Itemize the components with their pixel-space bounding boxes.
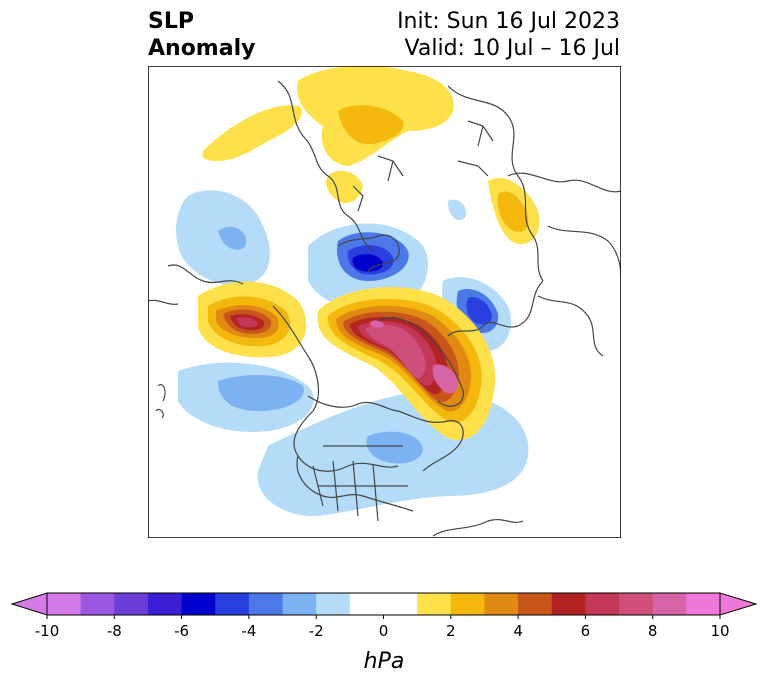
colorbar-tick-label: -6 [174,622,189,640]
title-line-2: Anomaly [148,36,256,61]
colorbar-tick-label: -2 [309,622,324,640]
colorbar-swatch [282,593,317,615]
colorbar-tick-label: 2 [446,622,456,640]
slp-anomaly-map [148,66,621,538]
colorbar-swatch [181,593,216,615]
colorbar-swatch [585,593,620,615]
colorbar-swatch [619,593,654,615]
colorbar-swatch [518,593,553,615]
map-title: SLP Anomaly [148,8,255,62]
colorbar-swatch [349,593,384,615]
coastlines-and-borders [148,80,621,537]
colorbar-extend-high [719,592,758,616]
colorbar-swatch [248,593,284,615]
colorbar-tick-label: -8 [107,622,122,640]
colorbar: -10 -8 -6 -4 -2 0 2 4 6 8 10 hPa [10,592,758,674]
valid-range: Valid: 10 Jul – 16 Jul [404,36,620,61]
colorbar-extend-low [10,592,48,616]
colorbar-swatch [450,593,485,615]
colorbar-swatch [80,593,115,615]
colorbar-swatch [686,593,721,615]
map-dates: Init: Sun 16 Jul 2023 Valid: 10 Jul – 16… [397,8,620,62]
colorbar-tick-label: 4 [513,622,523,640]
colorbar-tick-label: 8 [648,622,658,640]
colorbar-unit-label: hPa [364,649,405,674]
init-date: Init: Sun 16 Jul 2023 [397,9,620,34]
colorbar-swatch [215,593,250,615]
colorbar-swatch [147,593,183,615]
colorbar-tick-label: 6 [581,622,591,640]
title-line-1: SLP [148,9,194,34]
colorbar-swatch [114,593,149,615]
colorbar-tick-label: 10 [710,622,729,640]
colorbar-swatches [10,592,758,616]
colorbar-swatch [417,593,452,615]
colorbar-tick-label: -4 [241,622,256,640]
colorbar-swatch [47,593,82,615]
colorbar-swatch [316,593,351,615]
colorbar-tick-label: -10 [35,622,60,640]
colorbar-swatch [383,593,418,615]
colorbar-swatch [652,593,687,615]
colorbar-swatch [484,593,519,615]
positive-anomaly-shading [198,66,540,441]
colorbar-swatch [551,593,586,615]
colorbar-tick-label: 0 [379,622,389,640]
colorbar-ticks: -10 -8 -6 -4 -2 0 2 4 6 8 10 [35,615,730,640]
